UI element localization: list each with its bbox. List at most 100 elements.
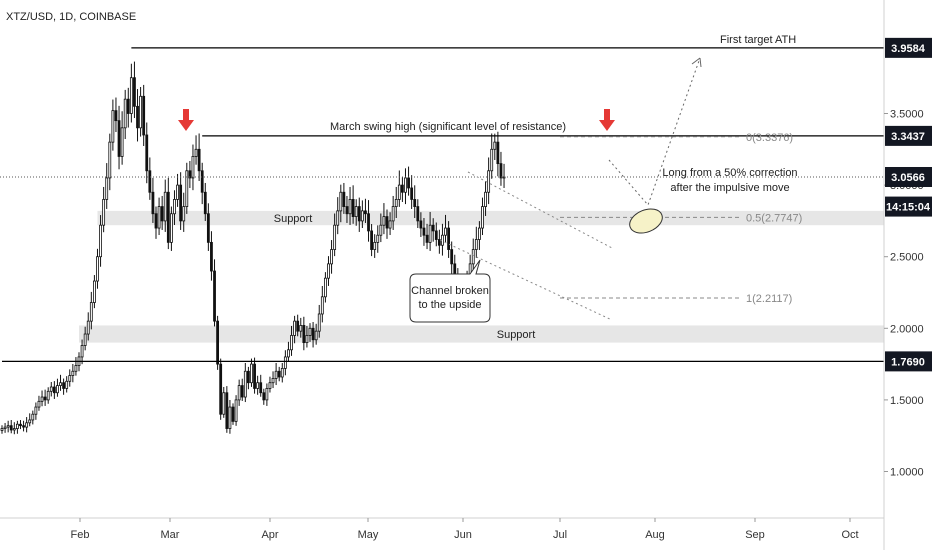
candle-body <box>108 141 112 179</box>
projection-arrowhead <box>691 57 702 68</box>
candles <box>0 61 506 435</box>
candle-body <box>434 230 438 240</box>
candle-body <box>262 392 266 401</box>
candle-body <box>364 210 367 215</box>
annotation-labels: First target ATH March swing high (signif… <box>274 34 803 341</box>
candle-body <box>330 249 333 265</box>
price-badge-label: 14:15:04 <box>886 202 931 214</box>
candle-body <box>15 423 19 429</box>
candle-body <box>31 413 35 421</box>
candle-body <box>59 382 62 386</box>
candle-body <box>271 378 275 384</box>
candle-body <box>96 256 99 282</box>
support-zones <box>79 210 885 343</box>
candle-body <box>74 365 78 372</box>
support-label: Support <box>497 329 536 341</box>
candle-body <box>360 210 364 222</box>
fib-level-label: 0(3.3376) <box>746 132 793 144</box>
candle-body <box>370 230 374 250</box>
candle-body <box>425 234 429 243</box>
candle-body <box>169 213 173 243</box>
callout-text: Channel broken <box>411 285 489 297</box>
price-badge-label: 3.0566 <box>891 172 925 184</box>
plot-background <box>0 0 884 518</box>
candle-body <box>410 187 414 200</box>
candle-body <box>450 249 454 265</box>
candle-body <box>348 199 352 215</box>
x-tick-label: Jun <box>454 529 472 541</box>
x-tick-label: May <box>358 529 379 541</box>
x-tick-label: Sep <box>745 529 765 541</box>
x-tick-label: Feb <box>71 529 90 541</box>
candle-body <box>259 382 263 394</box>
entry-zone-ellipse <box>629 208 663 234</box>
candle-body <box>351 199 355 218</box>
candle-body <box>3 426 7 429</box>
candle-body <box>499 163 503 179</box>
candle-body <box>68 375 72 382</box>
time-axis[interactable]: Feb Mar Apr May Jun Jul Aug Sep Oct <box>71 518 859 541</box>
candle-body <box>237 385 241 401</box>
candle-body <box>342 191 346 207</box>
candle-body <box>382 216 386 226</box>
candle-body <box>441 234 444 246</box>
candle-body <box>274 370 278 379</box>
candle-body <box>105 177 109 200</box>
x-tick-label: Jul <box>553 529 567 541</box>
x-tick-label: Apr <box>261 529 278 541</box>
candle-body <box>240 385 244 398</box>
candle-body <box>160 206 164 222</box>
candle-body <box>302 325 306 344</box>
price-badge-label: 3.9584 <box>891 43 926 55</box>
candle-body <box>419 220 423 229</box>
candle-body <box>243 370 247 398</box>
candle-body <box>80 345 84 358</box>
candle-body <box>320 296 324 315</box>
candle-body <box>277 370 281 378</box>
candle-body <box>86 320 90 335</box>
candle-body <box>305 335 309 344</box>
candle-body <box>246 370 250 384</box>
candle-body <box>268 382 272 389</box>
candle-body <box>339 191 343 212</box>
candle-body <box>397 184 401 200</box>
red-arrow-down-icon <box>178 109 194 131</box>
candle-body <box>157 206 161 229</box>
candle-body <box>89 302 93 322</box>
y-tick-label: 1.0000 <box>890 467 924 479</box>
candle-body <box>471 249 475 265</box>
candle-body <box>490 148 494 172</box>
price-axis[interactable]: 1.00001.50002.00002.50003.00003.50003.95… <box>884 37 932 479</box>
candle-body <box>379 224 383 236</box>
channel-lower-line <box>439 239 613 321</box>
candle-body <box>136 105 139 129</box>
candle-body <box>484 191 487 207</box>
candle-body <box>336 210 340 226</box>
fib-level-label: 1(2.2117) <box>746 293 792 305</box>
price-badge <box>885 196 932 217</box>
y-tick-label: 1.5000 <box>890 395 924 407</box>
candle-body <box>163 191 167 222</box>
price-badge-label: 3.3437 <box>891 131 925 143</box>
candle-body <box>145 134 149 172</box>
candle-body <box>194 148 198 157</box>
candle-body <box>206 213 210 243</box>
candle-body <box>428 224 432 243</box>
candle-body <box>154 213 158 229</box>
candle-body <box>228 406 232 429</box>
candle-body <box>357 206 361 222</box>
annotation-text: after the impulsive move <box>670 182 789 194</box>
candle-body <box>191 156 195 179</box>
support-zone <box>97 210 885 226</box>
candle-body <box>314 330 318 341</box>
price-badge <box>885 351 932 372</box>
candle-body <box>373 241 377 250</box>
candle-body <box>12 428 16 431</box>
candle-body <box>265 388 269 401</box>
candle-body <box>83 333 87 346</box>
candle-body <box>385 216 389 229</box>
candle-body <box>28 419 32 424</box>
candle-body <box>444 227 447 236</box>
chart-title: XTZ/USD, 1D, COINBASE <box>6 11 136 23</box>
